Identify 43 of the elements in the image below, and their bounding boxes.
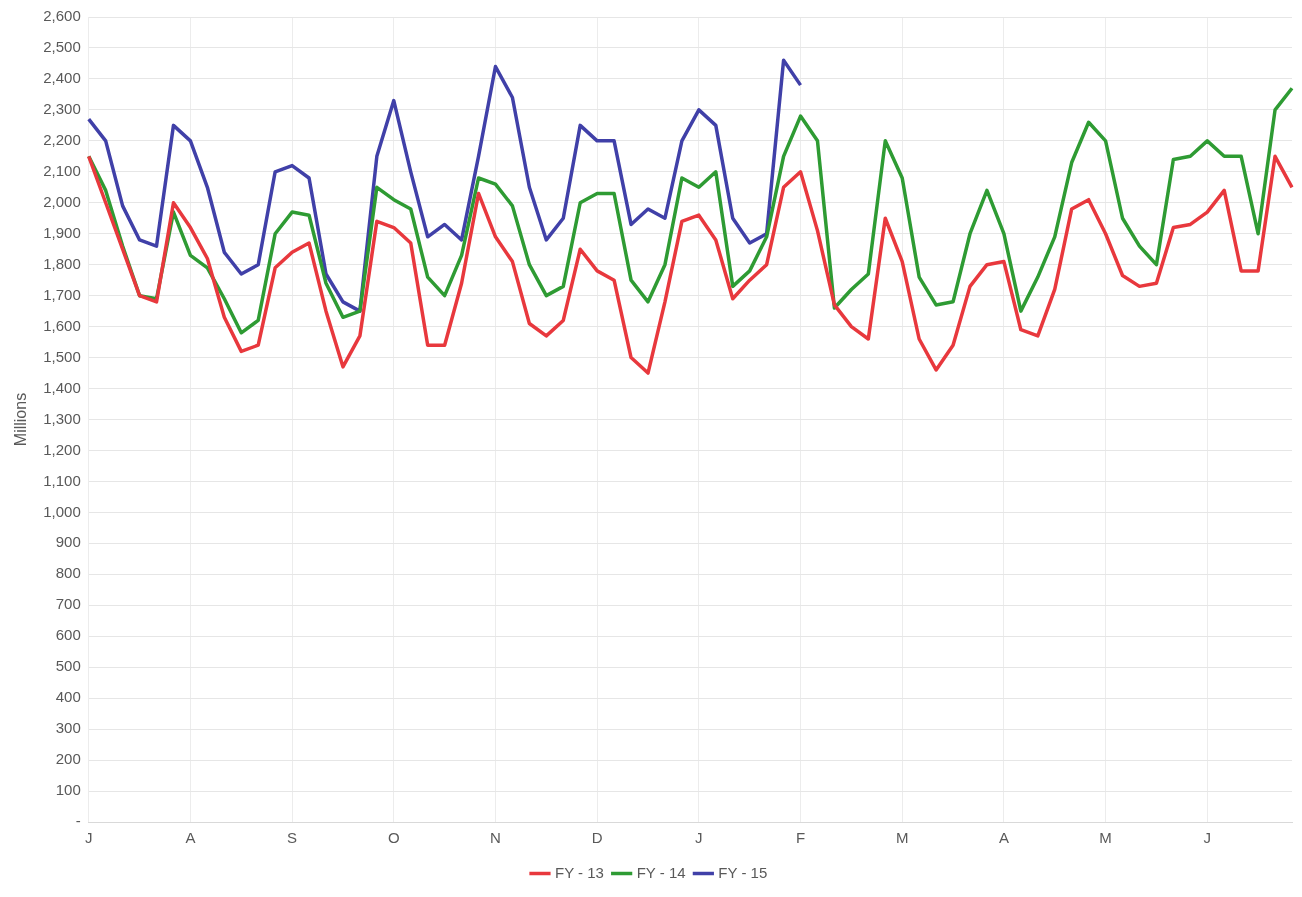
x-tick-label: F [795, 829, 806, 847]
y-tick-label: 2,100 [43, 161, 81, 179]
x-tick-label: M [895, 829, 909, 847]
x-tick-label: A [998, 829, 1009, 847]
y-tick-label: 1,900 [43, 223, 81, 241]
y-tick-label: 700 [55, 595, 81, 613]
x-tick-label: J [1203, 829, 1212, 847]
y-tick-label: 1,000 [43, 502, 81, 520]
x-tick-label: D [591, 829, 603, 847]
x-tick-label: J [84, 829, 93, 847]
legend-label: FY - 14 [636, 863, 686, 881]
y-tick-label: 600 [55, 626, 81, 644]
x-tick-label: O [387, 829, 400, 847]
y-tick-label: 1,800 [43, 254, 81, 272]
y-tick-label: 2,200 [43, 130, 81, 148]
y-tick-label: 1,700 [43, 285, 81, 303]
y-tick-label: 1,600 [43, 316, 81, 334]
y-tick-label: 1,100 [43, 471, 81, 489]
y-tick-label: 1,500 [43, 347, 81, 365]
y-tick-label: 2,400 [43, 69, 81, 87]
x-tick-label: S [287, 829, 298, 847]
y-tick-label: 300 [55, 719, 81, 737]
y-tick-label: 200 [55, 750, 81, 768]
x-tick-label: J [695, 829, 703, 847]
y-tick-label: 800 [55, 564, 81, 582]
y-tick-label: 1,300 [43, 409, 81, 427]
y-tick-label: 1,400 [43, 378, 81, 396]
y-axis-title: Millions [12, 392, 30, 447]
y-tick-label: 2,600 [43, 7, 81, 25]
y-tick-label: 2,300 [43, 100, 81, 118]
legend-label: FY - 15 [718, 863, 768, 881]
y-tick-label: 500 [55, 657, 81, 675]
x-tick-label: M [1099, 829, 1112, 847]
y-tick-label: 2,000 [43, 192, 81, 210]
legend-label: FY - 13 [554, 863, 604, 881]
y-tick-label: 1,200 [43, 440, 81, 458]
y-tick-label: 900 [55, 533, 81, 551]
y-tick-label: 2,500 [43, 38, 81, 56]
x-tick-label: A [185, 829, 196, 847]
y-tick-label: - [75, 812, 81, 830]
y-tick-label: 100 [55, 781, 81, 799]
y-tick-label: 400 [55, 688, 81, 706]
x-tick-label: N [490, 829, 501, 847]
